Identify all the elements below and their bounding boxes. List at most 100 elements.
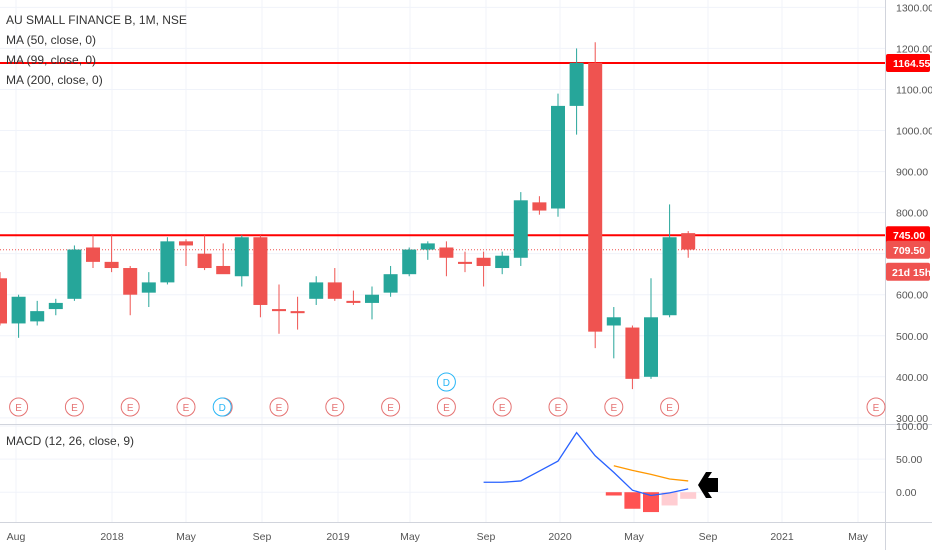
earnings-marker: E [436,397,456,417]
price-tick-label: 500.00 [896,331,928,343]
candle-body [476,257,491,266]
candle [551,93,565,217]
ma200-legend[interactable]: MA (200, close, 0) [6,73,103,87]
earnings-marker: E [176,397,196,417]
candle [141,272,156,308]
time-tick-label: May [848,531,869,543]
candle-body [551,105,565,209]
earnings-label: E [443,403,450,414]
candle [0,272,7,326]
legend: AU SMALL FINANCE B, 1M, NSE MA (50, clos… [6,10,187,90]
candle [402,247,417,277]
candle [439,241,454,277]
macd-tick-label: 100.00 [896,421,928,433]
candle [606,307,621,359]
macd-legend[interactable]: MACD (12, 26, close, 9) [6,434,135,448]
macd-bar [624,492,641,509]
macd-bar [661,492,678,506]
symbol-title: AU SMALL FINANCE B, 1M, NSE [6,13,187,27]
price-tick-label: 400.00 [896,372,928,384]
candle [30,300,45,326]
candle [234,235,249,287]
ma99-legend[interactable]: MA (99, close, 0) [6,53,97,67]
earnings-circle [548,397,568,417]
earnings-marker: E [64,397,84,417]
candle [272,284,286,334]
earnings-marker: E [325,397,345,417]
dividend-marker: D [212,397,232,417]
earnings-marker: E [604,397,624,417]
ma50-legend[interactable]: MA (50, close, 0) [6,33,97,47]
candle-body [86,247,100,262]
candles [0,42,696,390]
earnings-circle [492,397,512,417]
earnings-label: E [873,403,880,414]
candle [532,196,547,215]
candle [179,239,193,266]
candle [123,265,138,316]
candle-body [67,249,82,299]
candle-body [179,241,193,246]
candle-body [48,302,63,310]
price-badge-label: 745.00 [893,230,925,242]
price-tick-label: 900.00 [896,167,928,179]
candle-body [606,317,621,326]
price-tick-label: 1100.00 [896,84,932,96]
candle-body [588,62,603,332]
candle-body [513,200,528,258]
earnings-marker: E [866,397,886,417]
time-tick-label: Sep [699,531,718,543]
macd-tick-label: 50.00 [896,454,922,466]
candle-body [160,241,175,283]
earnings-circle [325,397,345,417]
arrow-annotation [698,472,718,498]
arrow-icon [698,472,718,498]
earnings-marker: E [269,397,289,417]
candle [569,48,584,135]
time-tick-label: 2019 [326,531,350,543]
earnings-circle [604,397,624,417]
event-markers: EEEEEEEEEEEEEEDD [9,372,886,417]
price-badge: 1164.55 [886,53,931,72]
price-axis: 1300.00 1200.00 1100.00 1000.00 900.00 800.00… [886,2,932,499]
candle-body [532,202,547,211]
candle [346,290,361,305]
earnings-label: E [15,403,22,414]
earnings-label: E [387,403,394,414]
candle-body [402,249,417,275]
candle-body [644,317,658,377]
time-tick-label: 2018 [100,531,124,543]
price-tick-label: 1200.00 [896,43,932,55]
earnings-label: E [666,403,673,414]
candle [327,268,342,301]
earnings-label: E [610,403,617,414]
candle-body [216,265,231,275]
countdown-badge-label: 21d 15h [892,267,931,279]
earnings-circle [381,397,401,417]
candle-body [346,300,361,303]
candle-body [123,268,138,295]
time-tick-label: Sep [477,531,496,543]
candle-body [272,309,286,312]
dividend-circle [436,372,456,392]
candle [588,42,603,349]
candle [67,245,82,301]
earnings-circle [866,397,886,417]
time-tick-label: Aug [7,531,26,543]
candle [625,325,640,390]
price-badge-bg [886,240,930,259]
candle-body [290,311,305,314]
earnings-marker: E [660,397,680,417]
earnings-label: E [183,403,190,414]
earnings-label: E [71,403,78,414]
candle [216,243,231,275]
earnings-circle [64,397,84,417]
macd-tick-label: 0.00 [896,487,917,499]
candle-body [569,62,584,106]
price-badge-label: 1164.55 [893,58,931,70]
candle-body [0,278,7,324]
price-tick-label: 300.00 [896,413,928,425]
earnings-marker: E [492,397,512,417]
